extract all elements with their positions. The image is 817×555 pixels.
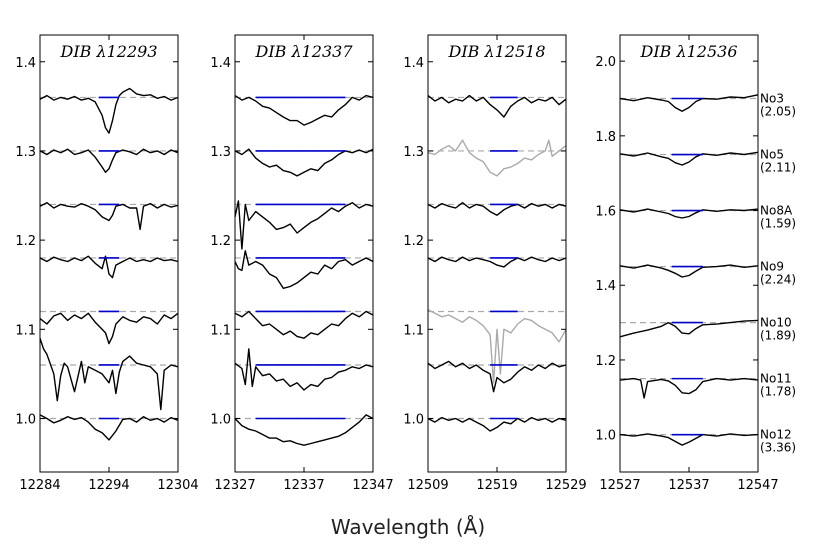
x-axis-label: Wavelength (Å): [331, 515, 485, 539]
star-name-label: No10: [760, 316, 792, 330]
x-tick-label: 12547: [737, 478, 778, 493]
y-tick-label: 1.1: [403, 323, 424, 338]
spectrum-line-1: [39, 87, 179, 134]
panel-title: DIB λ12518: [447, 42, 545, 61]
y-tick-label: 1.8: [595, 130, 616, 145]
spectrum-line-4: [234, 250, 374, 289]
spectrum-line-3: [427, 201, 567, 216]
star-value-label: (1.78): [760, 385, 796, 399]
y-tick-label: 2.0: [595, 55, 616, 70]
x-tick-label: 12347: [352, 478, 393, 493]
panel-title: DIB λ12293: [59, 42, 157, 61]
spectrum-line-3: [234, 200, 374, 250]
star-value-label: (2.24): [760, 273, 796, 287]
x-tick-label: 12284: [19, 478, 60, 493]
spectrum-line-7: [619, 433, 759, 446]
spectrum-line-5: [619, 319, 759, 338]
x-tick-label: 12509: [407, 478, 448, 493]
spectrum-line-2: [427, 139, 567, 177]
spectrum-line-7: [234, 414, 374, 446]
x-tick-label: 12529: [545, 478, 586, 493]
spectrum-line-6: [427, 360, 567, 393]
y-tick-label: 1.2: [210, 234, 231, 249]
panel-2: 1.0 1.1 1.2 1.3 1.4 12327 12337 12347 DIB λ12337: [210, 34, 394, 493]
star-value-label: (3.36): [760, 441, 796, 455]
star-value-label: (2.11): [760, 161, 796, 175]
star-name-label: No8A: [760, 204, 793, 218]
spectrum-line-5: [39, 312, 179, 345]
y-tick-label: 1.3: [403, 145, 424, 160]
y-tick-label: 1.3: [210, 145, 231, 160]
spectrum-line-1: [427, 94, 567, 118]
star-name-label: No12: [760, 428, 792, 442]
star-value-label: (1.89): [760, 329, 796, 343]
spectrum-line-5: [234, 310, 374, 339]
spectrum-line-2: [619, 151, 759, 166]
spectrum-line-3: [619, 208, 759, 219]
spectrum-line-5: [427, 309, 567, 384]
spectrum-line-6: [39, 337, 179, 411]
y-tick-label: 1.3: [15, 145, 36, 160]
spectrum-line-3: [39, 201, 179, 231]
y-tick-label: 1.0: [210, 412, 231, 427]
y-tick-label: 1.6: [595, 205, 616, 220]
spectrum-line-6: [234, 348, 374, 391]
spectrum-line-2: [39, 148, 179, 174]
panels: 1.0 1.1 1.2 1.3 1.4 12284 12294 12304 DIB λ12293…: [15, 34, 796, 493]
spectrum-line-6: [619, 377, 759, 399]
x-tick-label: 12527: [599, 478, 640, 493]
panel-frame: [39, 34, 179, 473]
spectrum-line-1: [234, 94, 374, 126]
y-tick-label: 1.0: [403, 412, 424, 427]
y-tick-label: 1.4: [210, 56, 231, 71]
star-name-label: No5: [760, 148, 784, 162]
y-tick-label: 1.1: [210, 323, 231, 338]
star-name-label: No3: [760, 91, 784, 105]
y-tick-label: 1.1: [15, 323, 36, 338]
x-tick-label: 12337: [283, 478, 324, 493]
star-value-label: (1.59): [760, 217, 796, 231]
y-tick-label: 1.4: [595, 279, 616, 294]
x-tick-label: 12519: [476, 478, 517, 493]
x-tick-label: 12294: [88, 478, 129, 493]
panel-4: 1.0 1.2 1.4 1.6 1.8 2.0 12527 12537 12547 DIB λ12…: [595, 34, 796, 493]
y-tick-label: 1.2: [403, 234, 424, 249]
star-name-label: No9: [760, 260, 784, 274]
star-name-label: No11: [760, 372, 792, 386]
panel-title: DIB λ12536: [639, 42, 737, 61]
y-tick-label: 1.0: [595, 429, 616, 444]
y-tick-label: 1.0: [15, 412, 36, 427]
spectrum-line-4: [619, 264, 759, 278]
panel-3: 1.0 1.1 1.2 1.3 1.4 12509 12519 12529 DIB λ12518: [403, 34, 587, 493]
spectrum-line-1: [619, 94, 759, 112]
x-tick-label: 12537: [668, 478, 709, 493]
x-tick-label: 12304: [157, 478, 198, 493]
spectrum-line-4: [427, 256, 567, 268]
panel-title: DIB λ12337: [254, 42, 353, 61]
star-value-label: (2.05): [760, 104, 796, 118]
spectrum-line-4: [39, 255, 179, 279]
y-tick-label: 1.4: [403, 56, 424, 71]
panel-1: 1.0 1.1 1.2 1.3 1.4 12284 12294 12304 DIB λ12293: [15, 34, 199, 493]
panel-frame: [619, 34, 759, 473]
spectrum-line-7: [39, 414, 179, 441]
spectrum-line-7: [427, 416, 567, 432]
y-tick-label: 1.2: [595, 354, 616, 369]
y-tick-label: 1.4: [15, 56, 36, 71]
x-tick-label: 12327: [214, 478, 255, 493]
spectrum-line-2: [234, 148, 374, 177]
y-tick-label: 1.2: [15, 234, 36, 249]
